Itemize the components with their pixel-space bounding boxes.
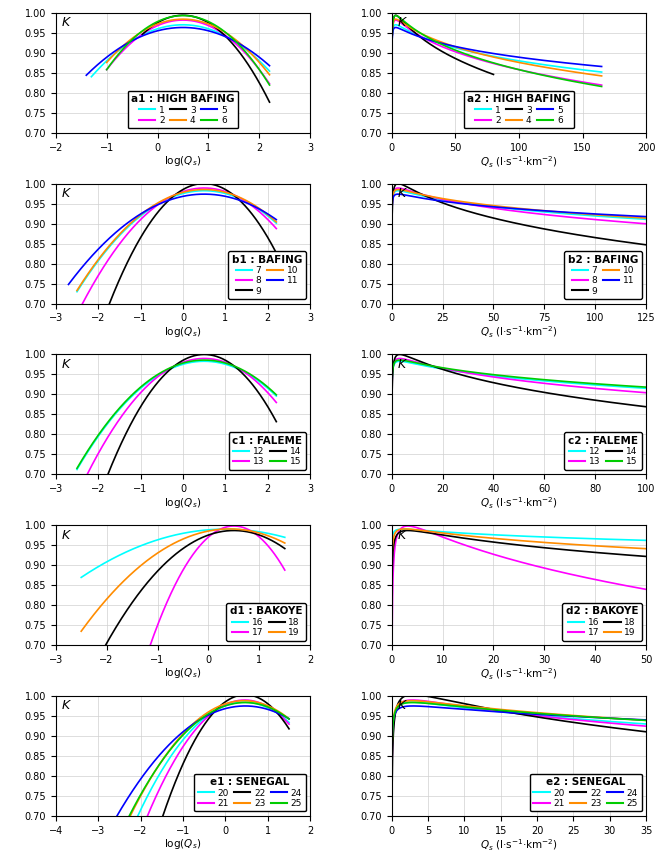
Text: $K$: $K$ [397, 529, 408, 541]
Legend: 7, 8, 9, 10, 11: 7, 8, 9, 10, 11 [564, 251, 642, 299]
Text: $K$: $K$ [61, 358, 72, 371]
X-axis label: $Q_s$ (l·s$^{-1}$·km$^{-2}$): $Q_s$ (l·s$^{-1}$·km$^{-2}$) [480, 496, 558, 511]
Legend: 16, 17, 18, 19: 16, 17, 18, 19 [562, 603, 642, 641]
Legend: 1, 2, 3, 4, 5, 6: 1, 2, 3, 4, 5, 6 [128, 91, 238, 128]
Text: $K$: $K$ [61, 700, 72, 712]
Text: $K$: $K$ [61, 529, 72, 541]
Legend: 16, 17, 18, 19: 16, 17, 18, 19 [226, 603, 306, 641]
Text: $K$: $K$ [61, 187, 72, 200]
X-axis label: $Q_s$ (l·s$^{-1}$·km$^{-2}$): $Q_s$ (l·s$^{-1}$·km$^{-2}$) [480, 837, 558, 850]
X-axis label: $Q_s$ (l·s$^{-1}$·km$^{-2}$): $Q_s$ (l·s$^{-1}$·km$^{-2}$) [480, 666, 558, 682]
Legend: 12, 13, 14, 15: 12, 13, 14, 15 [228, 432, 306, 470]
X-axis label: $Q_s$ (l·s$^{-1}$·km$^{-2}$): $Q_s$ (l·s$^{-1}$·km$^{-2}$) [480, 154, 558, 169]
X-axis label: log($Q_s$): log($Q_s$) [165, 837, 201, 850]
Text: $K$: $K$ [397, 358, 408, 371]
X-axis label: log($Q_s$): log($Q_s$) [165, 496, 201, 510]
Text: $K$: $K$ [397, 187, 408, 200]
X-axis label: $Q_s$ (l·s$^{-1}$·km$^{-2}$): $Q_s$ (l·s$^{-1}$·km$^{-2}$) [480, 325, 558, 340]
Legend: 1, 2, 3, 4, 5, 6: 1, 2, 3, 4, 5, 6 [464, 91, 574, 128]
Text: $K$: $K$ [397, 16, 408, 30]
X-axis label: log($Q_s$): log($Q_s$) [165, 666, 201, 680]
Legend: 20, 21, 22, 23, 24, 25: 20, 21, 22, 23, 24, 25 [194, 774, 306, 812]
Legend: 7, 8, 9, 10, 11: 7, 8, 9, 10, 11 [228, 251, 306, 299]
Legend: 20, 21, 22, 23, 24, 25: 20, 21, 22, 23, 24, 25 [530, 774, 642, 812]
X-axis label: log($Q_s$): log($Q_s$) [165, 154, 201, 168]
X-axis label: log($Q_s$): log($Q_s$) [165, 325, 201, 339]
Legend: 12, 13, 14, 15: 12, 13, 14, 15 [564, 432, 642, 470]
Text: $K$: $K$ [397, 700, 408, 712]
Text: $K$: $K$ [61, 16, 72, 30]
